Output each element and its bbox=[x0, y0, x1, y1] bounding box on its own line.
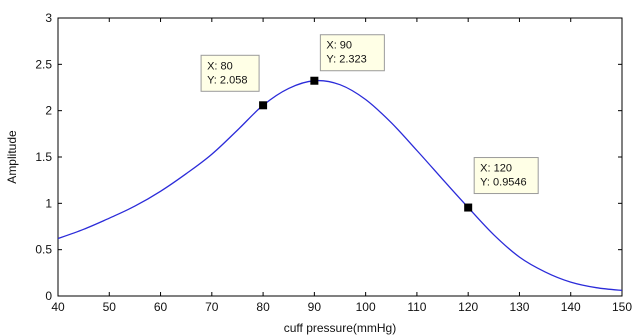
datatip-x-text: X: 90 bbox=[326, 40, 352, 52]
x-tick-label: 70 bbox=[205, 300, 219, 314]
datatips: X: 80 Y: 2.058 X: 90 Y: 2.323 X: 120 Y: 0.954… bbox=[200, 34, 539, 212]
datatip-marker[interactable] bbox=[259, 101, 268, 110]
x-tick-label: 100 bbox=[356, 300, 376, 314]
x-tick-label: 120 bbox=[458, 300, 478, 314]
x-tick-label: 110 bbox=[407, 300, 426, 314]
x-axis: 40 50 60 70 80 90 100 110 120 130 140 150 bbox=[51, 18, 632, 314]
y-axis: 0 0.5 1 1.5 2 2.5 3 bbox=[35, 11, 622, 303]
y-tick-label: 0 bbox=[45, 289, 52, 303]
datatip-box bbox=[200, 54, 260, 92]
datatip-box bbox=[319, 34, 385, 72]
datatip[interactable]: X: 120 Y: 0.9546 bbox=[464, 157, 539, 212]
x-tick-label: 90 bbox=[308, 300, 322, 314]
y-tick-label: 3 bbox=[45, 11, 52, 25]
x-tick-label: 40 bbox=[51, 300, 65, 314]
x-tick-label: 60 bbox=[154, 300, 168, 314]
datatip[interactable]: X: 80 Y: 2.058 bbox=[200, 54, 268, 110]
datatip-box bbox=[473, 157, 539, 195]
y-tick-label: 1 bbox=[45, 196, 52, 210]
datatip-y-text: Y: 2.323 bbox=[326, 54, 366, 66]
y-tick-label: 1.5 bbox=[35, 150, 52, 164]
y-tick-label: 0.5 bbox=[35, 243, 52, 257]
x-tick-label: 80 bbox=[256, 300, 270, 314]
datatip-x-text: X: 80 bbox=[207, 60, 233, 72]
y-tick-label: 2 bbox=[45, 104, 52, 118]
datatip-marker[interactable] bbox=[464, 203, 473, 212]
x-tick-label: 130 bbox=[509, 300, 529, 314]
datatip-marker[interactable] bbox=[310, 76, 319, 85]
datatip-y-text: Y: 0.9546 bbox=[480, 177, 527, 189]
series-line bbox=[57, 79, 623, 292]
datatip[interactable]: X: 90 Y: 2.323 bbox=[310, 34, 385, 85]
x-tick-label: 140 bbox=[561, 300, 581, 314]
y-axis-label: Amplitude bbox=[5, 130, 19, 184]
x-tick-label: 50 bbox=[103, 300, 117, 314]
datatip-x-text: X: 120 bbox=[480, 163, 512, 175]
x-axis-label: cuff pressure(mmHg) bbox=[284, 321, 396, 335]
x-tick-label: 150 bbox=[612, 300, 632, 314]
y-tick-label: 2.5 bbox=[35, 57, 52, 71]
datatip-y-text: Y: 2.058 bbox=[207, 74, 247, 86]
